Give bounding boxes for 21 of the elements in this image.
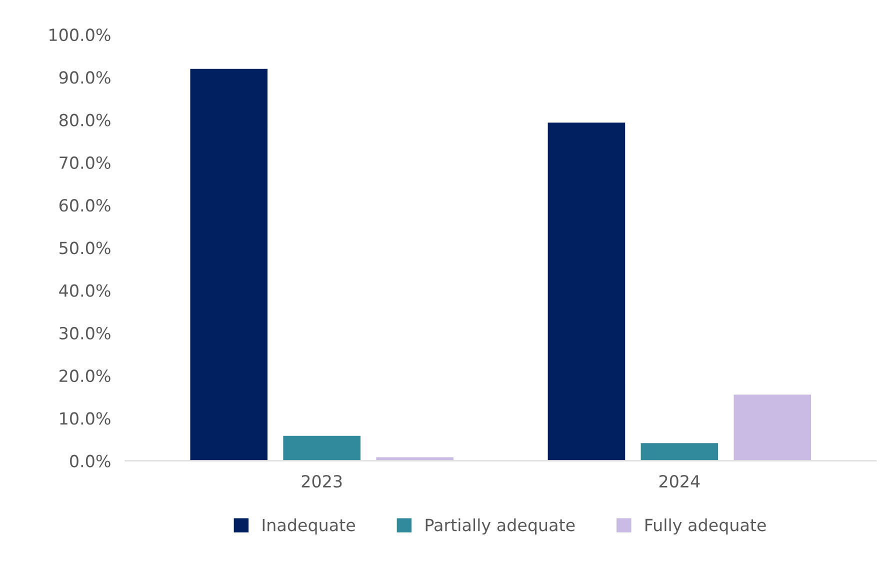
y-tick-label: 20.0% xyxy=(60,370,110,382)
y-tick-label: 100.0% xyxy=(50,28,110,42)
y-tick-label: 30.0% xyxy=(60,326,110,340)
bar xyxy=(282,434,362,461)
x-tick-label: 2023 xyxy=(302,474,342,488)
y-tick-label: 60.0% xyxy=(59,199,110,212)
y-tick-label: 0.0% xyxy=(70,454,110,468)
legend-label: Partially adequate xyxy=(426,518,575,535)
bar xyxy=(188,68,269,461)
bar xyxy=(732,393,812,461)
y-tick-label: 80.0% xyxy=(59,114,110,126)
x-tick-label: 2024 xyxy=(659,474,700,488)
y-tick-label: 70.0% xyxy=(60,156,110,169)
bar xyxy=(639,442,720,461)
y-tick-label: 40.0% xyxy=(59,284,110,297)
legend-label: Fully adequate xyxy=(646,518,766,535)
y-tick-label: 90.0% xyxy=(59,71,110,84)
y-tick-label: 10.0% xyxy=(60,412,110,425)
y-tick-label: 50.0% xyxy=(60,242,110,254)
legend-label: Inadequate xyxy=(262,518,355,535)
bar xyxy=(546,121,626,461)
